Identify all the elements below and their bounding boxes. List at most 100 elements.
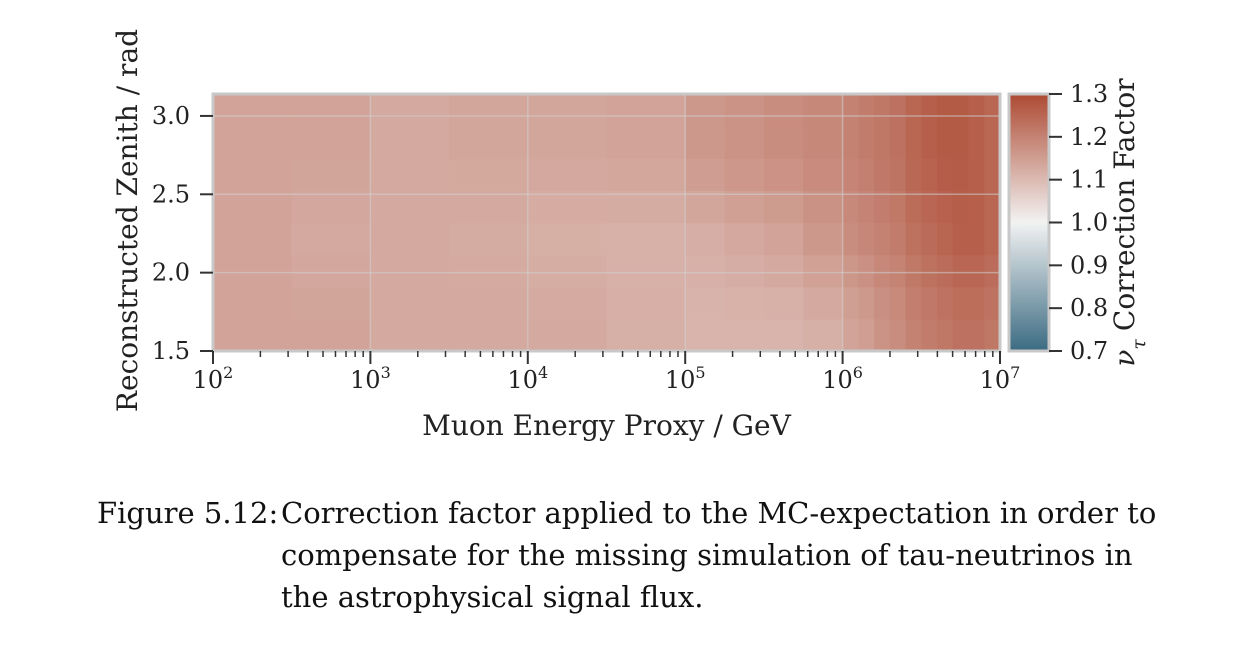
plot-grid — [213, 94, 1000, 351]
heatmap-cell — [685, 222, 726, 256]
y-tick-label: 2.0 — [152, 259, 190, 287]
heatmap-cell — [874, 158, 891, 191]
heatmap-cell — [874, 254, 891, 288]
heatmap-cell — [842, 158, 859, 191]
heatmap-cell — [984, 126, 1001, 159]
heatmap-cell — [905, 190, 922, 224]
x-tick-label: 104 — [507, 363, 548, 394]
heatmap-cell — [952, 94, 970, 127]
heatmap-cell — [213, 254, 293, 288]
colorbar-tick-label: 0.7 — [1070, 337, 1108, 365]
heatmap-cell — [842, 222, 859, 256]
heatmap-cell — [213, 158, 293, 191]
heatmap-cell — [858, 254, 875, 288]
heatmap-cell — [937, 254, 954, 288]
heatmap-cell — [213, 190, 293, 224]
heatmap-cell — [874, 190, 891, 224]
heatmap-cell — [527, 318, 608, 352]
heatmap-cell — [921, 318, 938, 352]
heatmap-cell — [984, 222, 1001, 256]
heatmap-cell — [889, 158, 907, 191]
heatmap-cell — [842, 126, 859, 159]
heatmap-cell — [291, 286, 371, 320]
heatmap-cell — [874, 286, 891, 320]
heatmap-cell — [685, 158, 726, 191]
heatmap-cell — [889, 222, 907, 256]
x-axis: 102 103 104 105 106 107 — [193, 351, 1021, 394]
heatmap-cell — [968, 190, 985, 224]
heatmap-cell — [724, 94, 765, 127]
heatmap-cell — [921, 286, 938, 320]
colorbar-label: ντ Correction Factor — [1108, 78, 1150, 367]
plot-frame — [211, 92, 1002, 353]
heatmap-cell — [606, 222, 686, 256]
heatmap-cell — [803, 318, 844, 352]
heatmap-cell — [874, 126, 891, 159]
heatmap-cell — [858, 286, 875, 320]
heatmap-cell — [952, 158, 970, 191]
heatmap-cell — [952, 286, 970, 320]
heatmap-cell — [724, 190, 765, 224]
heatmap-cell — [937, 286, 954, 320]
heatmap-cell — [291, 190, 371, 224]
heatmap-cell — [968, 222, 985, 256]
y-tick-label: 1.5 — [152, 337, 190, 365]
x-tick-exponent: 6 — [853, 363, 863, 382]
heatmap-cell — [889, 286, 907, 320]
heatmap-cell — [858, 126, 875, 159]
heatmap-cell — [449, 126, 529, 159]
colorbar-tick-label: 0.8 — [1070, 294, 1108, 322]
heatmap-cell — [685, 318, 726, 352]
heatmap-cell — [803, 254, 844, 288]
heatmap-cell — [291, 254, 371, 288]
heatmap-cell — [724, 158, 765, 191]
colorbar-ticks: 0.7 0.8 0.9 1.0 1.1 1.2 1.3 — [1049, 80, 1108, 365]
heatmap-cell — [606, 126, 686, 159]
heatmap-cell — [984, 158, 1001, 191]
heatmap-cell — [952, 190, 970, 224]
heatmap-cell — [527, 158, 608, 191]
heatmap-cell — [213, 126, 293, 159]
heatmap-cell — [685, 254, 726, 288]
heatmap-cell — [842, 286, 859, 320]
x-tick-exponent: 5 — [695, 363, 705, 382]
colorbar — [1007, 92, 1051, 353]
x-tick-label: 103 — [350, 363, 391, 394]
colorbar-tick-label: 1.0 — [1070, 209, 1108, 237]
heatmap-cell — [606, 190, 686, 224]
heatmap-cell — [527, 286, 608, 320]
heatmap-cell — [291, 222, 371, 256]
x-tick-base: 10 — [980, 366, 1011, 394]
correction-factor-heatmap: 102 103 104 105 106 107 1.52.02.53.0 Muon Ene… — [111, 29, 1150, 442]
heatmap-cell — [449, 94, 529, 127]
x-tick-exponent: 7 — [1010, 363, 1020, 382]
heatmap-cell — [213, 318, 293, 352]
heatmap-cell — [874, 94, 891, 127]
heatmap-cell — [968, 158, 985, 191]
heatmap-cell — [527, 190, 608, 224]
heatmap-cell — [968, 286, 985, 320]
heatmap-cell — [370, 318, 450, 352]
heatmap-cell — [842, 318, 859, 352]
heatmap-cell — [763, 126, 804, 159]
x-tick-label: 107 — [980, 363, 1021, 394]
heatmap-cell — [905, 126, 922, 159]
heatmap-cell — [370, 190, 450, 224]
x-tick-label: 106 — [822, 363, 863, 394]
heatmap-cell — [905, 286, 922, 320]
heatmap-cell — [606, 254, 686, 288]
figure-label: Figure 5.12: — [97, 496, 279, 530]
heatmap-cell — [685, 126, 726, 159]
heatmap-cell — [763, 190, 804, 224]
heatmap-cell — [291, 126, 371, 159]
heatmap-cell — [921, 158, 938, 191]
heatmap-cell — [724, 254, 765, 288]
heatmap-cell — [952, 318, 970, 352]
heatmap-cell — [905, 318, 922, 352]
heatmap-cell — [952, 222, 970, 256]
heatmap-cell — [763, 158, 804, 191]
heatmap-cell — [984, 318, 1001, 352]
caption-line: Correction factor applied to the MC-expe… — [281, 496, 1157, 530]
x-tick-label: 102 — [193, 363, 234, 394]
heatmap-cell — [889, 318, 907, 352]
